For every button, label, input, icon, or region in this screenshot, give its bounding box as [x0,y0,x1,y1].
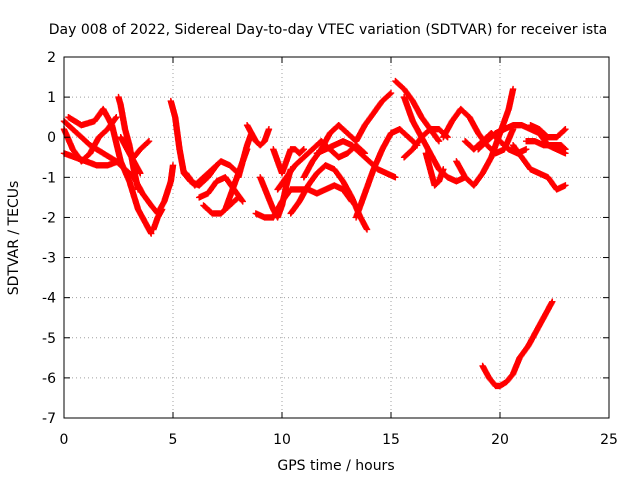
point-markers [270,146,307,177]
series-track-20 [287,162,371,233]
point-markers [130,138,153,161]
chart-title: Day 008 of 2022, Sidereal Day-to-day VTE… [49,22,607,38]
series-track-8 [150,206,166,233]
series-track-1 [60,118,177,217]
series-track-28 [440,105,517,157]
y-tick-label: 2 [47,50,56,66]
point-markers [523,138,569,153]
series-track-33 [523,138,569,153]
plot-frame [63,56,610,419]
grid-lines [64,57,609,418]
point-markers [527,122,569,141]
series-track-9 [167,97,220,189]
y-tick-label: -2 [42,210,56,226]
y-tick-label: -4 [42,291,56,307]
point-markers [509,142,569,193]
point-markers [235,130,255,181]
series-track-32 [509,142,569,193]
y-tick-label: 0 [47,130,56,146]
point-markers [243,122,273,149]
x-tick-label: 20 [491,432,509,448]
y-tick-label: -5 [42,331,56,347]
series-track-35 [479,298,556,390]
point-markers [182,158,242,189]
y-axis-label: SDTVAR / TECUs [6,181,22,296]
point-markers [65,105,155,237]
point-markers [300,89,395,181]
y-tick-labels: -7 -6 -5 -4 -3 -2 -1 0 1 2 [42,50,56,427]
y-tick-label: 1 [47,90,56,106]
point-markers [60,118,177,217]
point-markers [422,150,447,189]
series-track-34 [527,122,569,141]
series-track-12 [200,194,242,217]
series-track-4 [65,105,155,237]
series-track-27 [422,150,447,189]
point-markers [352,126,421,221]
point-markers [200,194,242,217]
axis-ticks [63,56,610,419]
series-track-21 [300,89,395,181]
series-track-23 [352,126,421,221]
series-track-18 [270,146,307,177]
point-markers [167,97,220,189]
x-tick-labels: 0 5 10 15 20 25 [60,432,618,448]
data-points [60,77,569,390]
x-tick-label: 10 [273,432,291,448]
y-tick-label: -7 [42,411,56,427]
y-tick-label: -6 [42,371,56,387]
point-markers [479,298,556,390]
point-markers [440,105,517,157]
point-markers [150,206,166,233]
y-tick-label: -3 [42,251,56,267]
x-tick-label: 25 [600,432,618,448]
x-axis-label: GPS time / hours [277,458,394,474]
y-tick-label: -1 [42,170,56,186]
x-tick-label: 15 [382,432,400,448]
series-track-10 [182,158,242,189]
series-track-14 [235,130,255,181]
series-track-7 [130,138,153,161]
series-track-15 [243,122,273,149]
x-tick-label: 0 [60,432,69,448]
point-markers [287,162,371,233]
x-tick-label: 5 [169,432,178,448]
